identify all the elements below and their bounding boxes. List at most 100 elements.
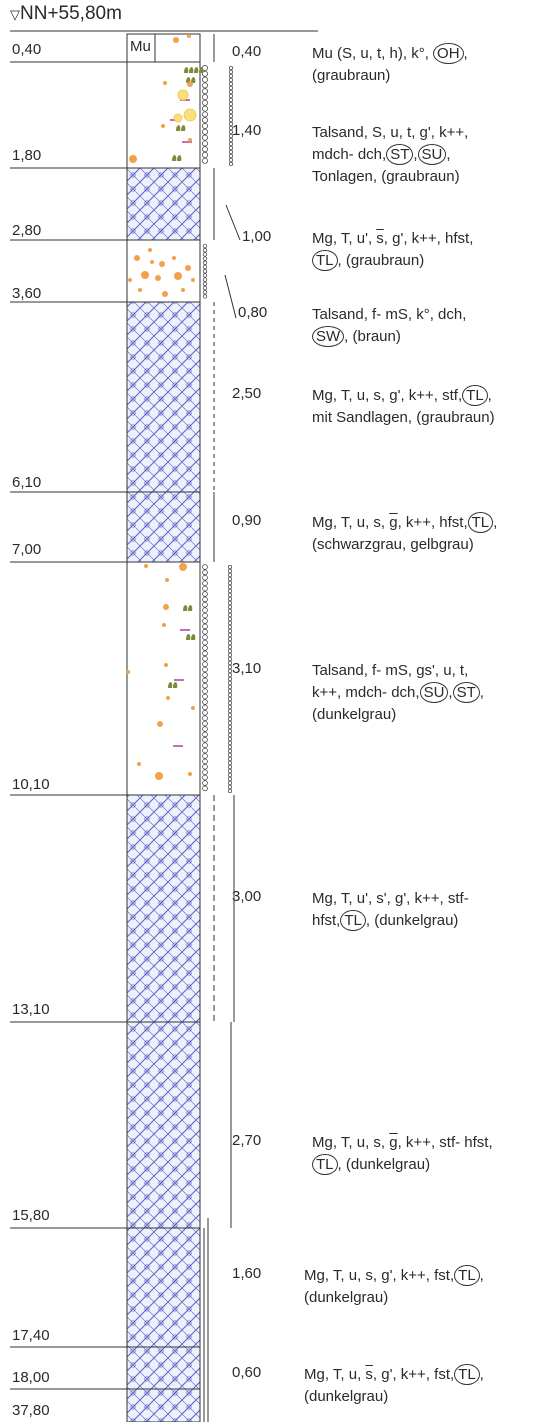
sand-ring bbox=[227, 596, 233, 602]
sand-ring bbox=[228, 133, 234, 139]
sand-ring bbox=[228, 73, 234, 79]
gravel-dot bbox=[157, 721, 163, 727]
sand-ring bbox=[227, 780, 233, 786]
sand-ring bbox=[202, 726, 208, 732]
sand-ring bbox=[227, 628, 233, 634]
layer-10-clay bbox=[126, 1227, 201, 1348]
gravel-dot bbox=[155, 275, 161, 281]
sand-ring bbox=[202, 82, 208, 89]
soil-group-circle: ST bbox=[452, 682, 480, 703]
sand-ring bbox=[202, 269, 208, 274]
sand-ring bbox=[227, 728, 233, 734]
description-text: s bbox=[365, 1366, 373, 1383]
sand-ring bbox=[202, 650, 208, 657]
sand-ring bbox=[227, 720, 233, 726]
sand-ring bbox=[228, 121, 234, 127]
description-line: (dunkelgrau) bbox=[312, 704, 538, 726]
sand-ring bbox=[227, 640, 233, 646]
depth-label: 18,00 bbox=[12, 1369, 50, 1386]
gravel-dot bbox=[126, 670, 130, 674]
sand-ring bbox=[228, 141, 234, 147]
sand-ring bbox=[202, 747, 208, 754]
sand-ring bbox=[227, 736, 233, 742]
sand-ring bbox=[202, 656, 208, 662]
sand-ring bbox=[228, 129, 234, 135]
sand-ring bbox=[202, 134, 208, 141]
sand-ring bbox=[202, 264, 208, 270]
sand-ring bbox=[202, 76, 208, 83]
description-text: s bbox=[376, 230, 384, 247]
sand-ring bbox=[227, 688, 233, 694]
description-line: Mg, T, u, s, g', k++, fst, TL, bbox=[304, 1265, 530, 1287]
description-text: , bbox=[479, 1267, 484, 1284]
sand-ring bbox=[227, 664, 233, 670]
description-line: (dunkelgrau) bbox=[304, 1386, 530, 1408]
sand-ring bbox=[202, 564, 208, 570]
sand-ring bbox=[202, 105, 208, 112]
elevation-label: NN+55,80m bbox=[20, 3, 122, 24]
layer-description: Mg, T, u, s, g', k++, fst, TL, (dunkelgrau… bbox=[304, 1265, 530, 1309]
gravel-dot bbox=[181, 288, 185, 292]
sand-ring bbox=[202, 294, 208, 299]
sand-ring bbox=[228, 97, 234, 103]
sand-ring bbox=[227, 656, 233, 662]
description-line: Talsand, S, u, t, g', k++, bbox=[312, 122, 538, 144]
description-text: Mg, T, u', s', g', k++, stf- bbox=[312, 890, 469, 907]
description-text: , k++, hfst, bbox=[397, 514, 468, 531]
layer-description: Talsand, f- mS, gs', u, t, k++, mdch- dch… bbox=[312, 660, 538, 726]
gravel-dot bbox=[177, 89, 189, 101]
soil-group-circle: TL bbox=[340, 910, 366, 931]
sand-ring bbox=[227, 600, 233, 606]
sand-ring bbox=[202, 683, 208, 689]
gravel-dot bbox=[128, 278, 132, 282]
sand-ring bbox=[202, 629, 208, 635]
sand-ring bbox=[202, 128, 208, 135]
gravel-dot bbox=[173, 37, 179, 43]
description-text: , bbox=[493, 514, 498, 531]
sand-ring bbox=[227, 668, 233, 674]
description-line: hfst, TL, (dunkelgrau) bbox=[312, 910, 538, 932]
sand-ring bbox=[202, 634, 208, 640]
description-text: , bbox=[413, 146, 418, 163]
sand-ring bbox=[227, 652, 233, 658]
description-line: Tonlagen, (graubraun) bbox=[312, 166, 538, 188]
description-text: Mg, T, u', bbox=[312, 230, 377, 247]
depth-label: 3,60 bbox=[12, 285, 42, 302]
sand-ring bbox=[228, 101, 234, 107]
sand-ring bbox=[227, 608, 233, 614]
thickness-label: 0,40 bbox=[232, 43, 262, 60]
soil-group-circle: SW bbox=[312, 326, 345, 347]
sand-ring bbox=[227, 676, 233, 682]
sand-ring bbox=[202, 111, 208, 118]
thickness-label: 1,60 bbox=[232, 1265, 262, 1282]
sand-ring bbox=[202, 769, 208, 775]
sand-ring bbox=[227, 580, 233, 586]
description-text: Talsand, S, u, t, g', k++, bbox=[312, 124, 469, 141]
gravel-dot bbox=[191, 706, 195, 710]
sand-ring bbox=[202, 715, 208, 721]
layer-description: Mg, T, u, s, g', k++, fst, TL, (dunkelgrau… bbox=[304, 1364, 530, 1408]
sand-ring bbox=[228, 117, 234, 123]
sand-ring bbox=[227, 776, 233, 782]
sand-ring bbox=[228, 137, 234, 143]
sand-ring bbox=[202, 618, 208, 624]
sand-ring bbox=[228, 85, 234, 91]
sand-ring bbox=[228, 157, 234, 163]
description-text: Mg, T, u, s, g', k++, stf, bbox=[312, 387, 463, 404]
layer-description: Mg, T, u', s', g', k++, stf-hfst, TL, (du… bbox=[312, 888, 538, 932]
sand-ring bbox=[227, 616, 233, 622]
soil-group-circle: SU bbox=[417, 144, 447, 165]
sand-ring bbox=[202, 569, 208, 576]
description-text: , bbox=[463, 45, 468, 62]
sand-ring bbox=[227, 712, 233, 718]
gravel-dot bbox=[164, 663, 168, 667]
description-text: (dunkelgrau) bbox=[304, 1388, 389, 1405]
sand-ring bbox=[227, 752, 233, 758]
sand-ring bbox=[202, 607, 208, 613]
description-text: (dunkelgrau) bbox=[304, 1289, 389, 1306]
sand-ring bbox=[202, 731, 208, 738]
description-text: k++, mdch- dch, bbox=[312, 684, 420, 701]
description-text: , (braun) bbox=[344, 328, 401, 345]
layer-description: Mg, T, u, s, g', k++, stf, TL, mit Sandlag… bbox=[312, 385, 538, 429]
description-text: , g', k++, hfst, bbox=[383, 230, 474, 247]
